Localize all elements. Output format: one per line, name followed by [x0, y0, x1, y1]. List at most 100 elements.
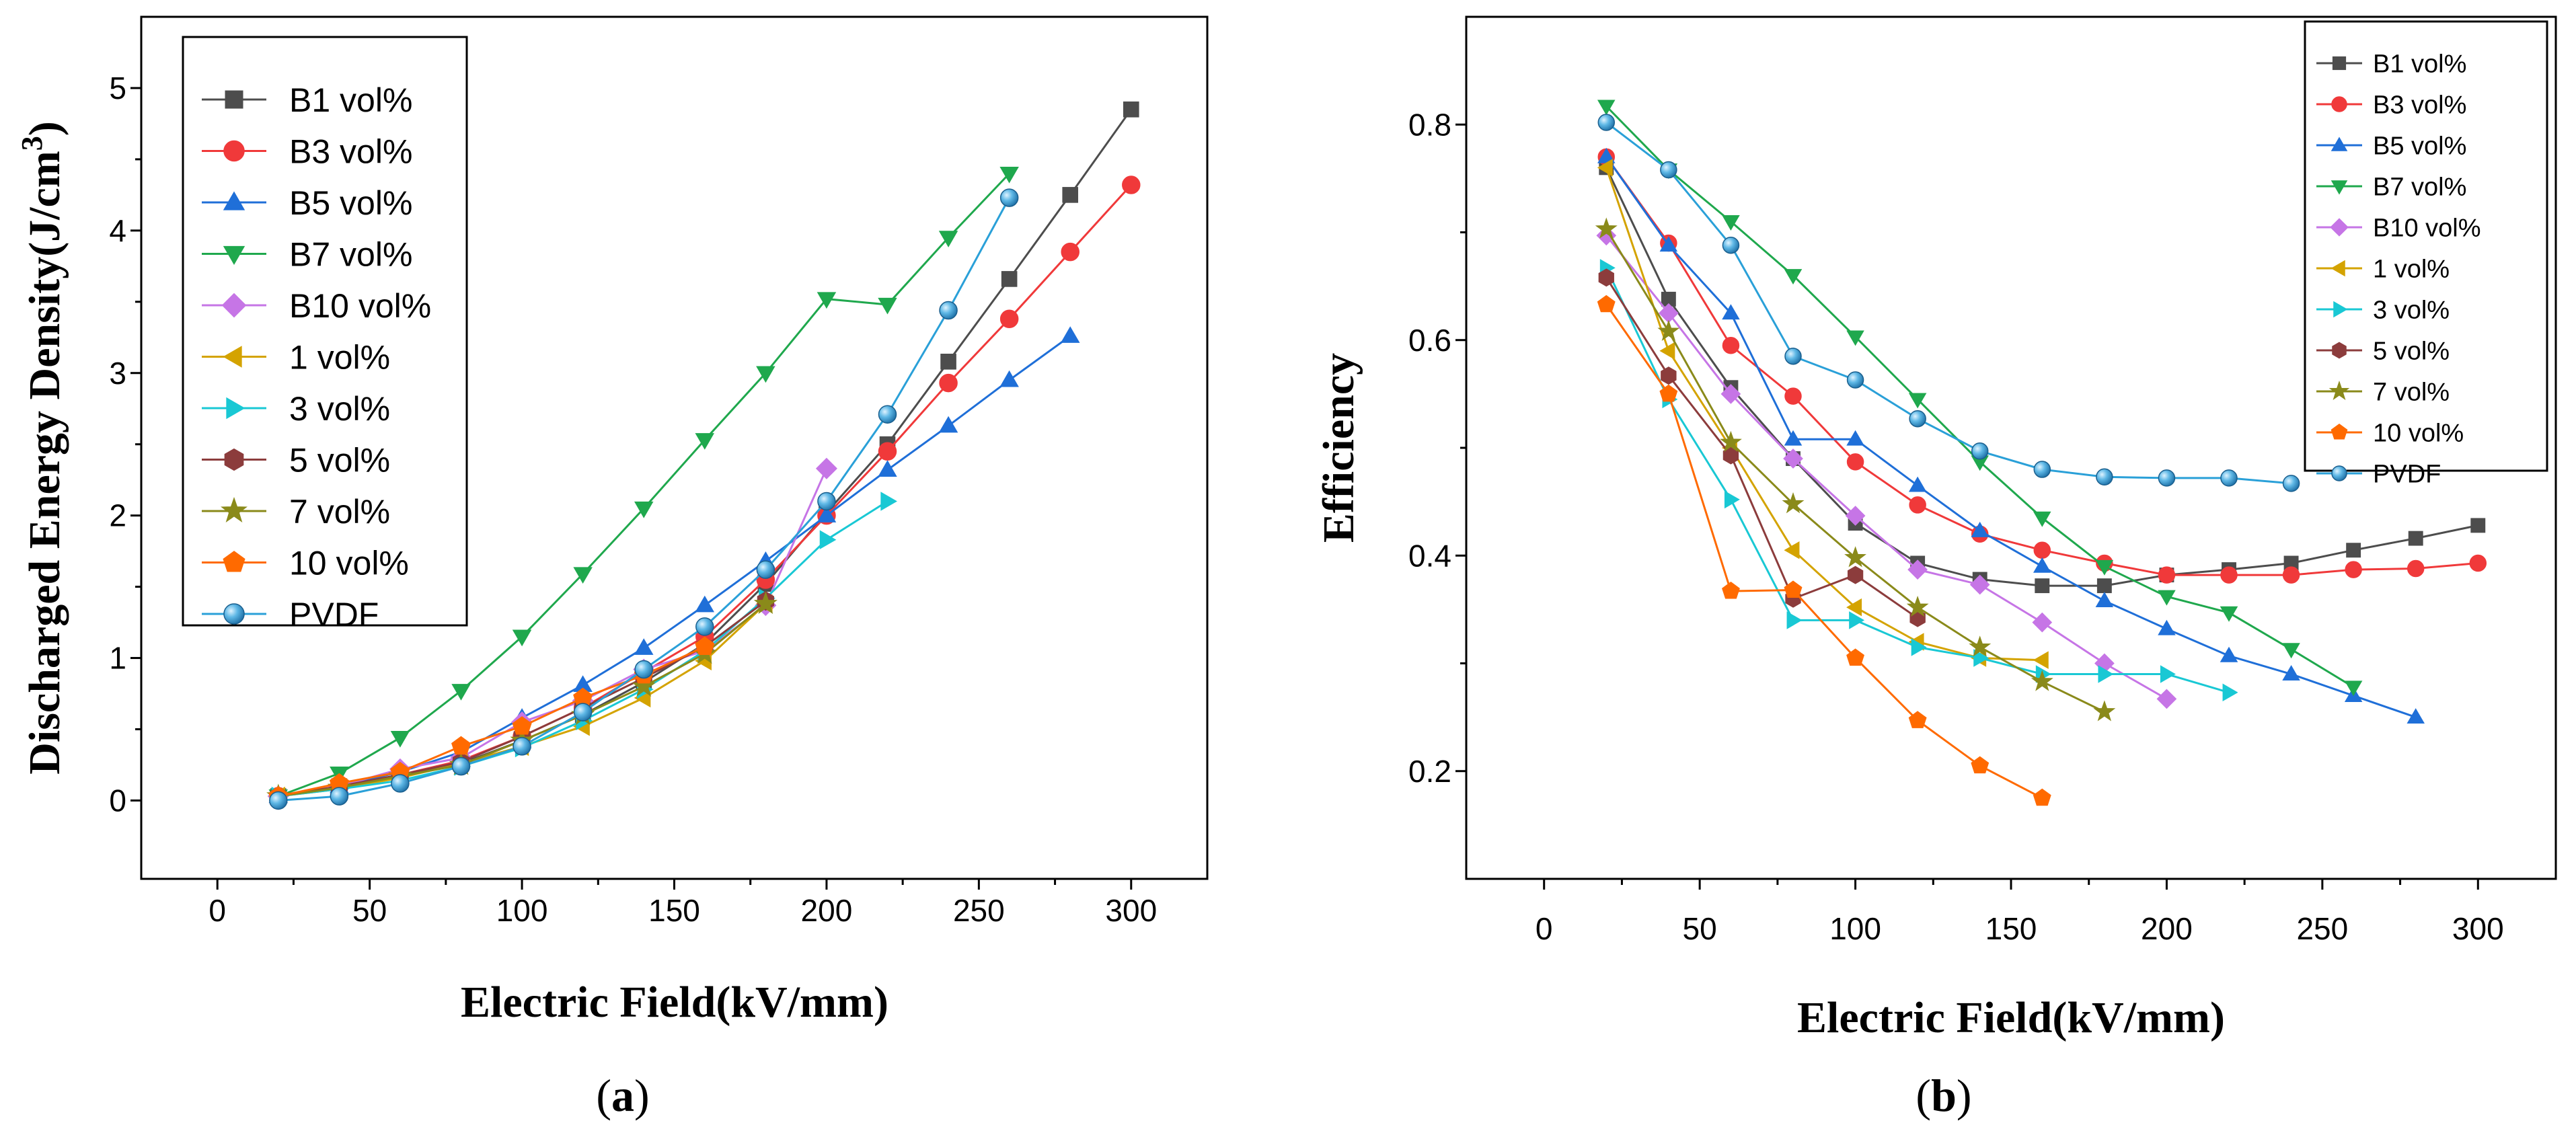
chart-a-legend-label: 3 vol%	[289, 390, 390, 428]
chart-b-series-line	[1605, 156, 2417, 719]
chart-a-point	[1062, 187, 1079, 203]
chart-b-point	[1597, 100, 1616, 116]
chart-a-ytick-label: 2	[109, 498, 126, 533]
chart-b-point	[2220, 566, 2238, 584]
chart-a-legend-item: 7 vol%	[202, 493, 390, 531]
chart-b-point	[2220, 606, 2238, 622]
chart-b-point	[1784, 269, 1803, 285]
chart-b-point	[1846, 330, 1864, 346]
chart-b-point	[1845, 506, 1866, 526]
chart-b-point	[2156, 689, 2177, 709]
panel-b-close: )	[1957, 1070, 1972, 1121]
chart-a-legend-item: 5 vol%	[202, 442, 390, 479]
chart-a-legend-marker	[221, 293, 247, 318]
chart-b-legend-marker	[2331, 137, 2348, 151]
chart-b-point	[1971, 756, 1990, 774]
chart-b-point	[1911, 638, 1927, 656]
chart-a-point	[1123, 101, 1139, 118]
chart-b-point	[2220, 469, 2238, 487]
chart-b-legend-marker	[2331, 260, 2345, 277]
chart-a-point	[815, 457, 837, 479]
chart-b-point	[2407, 708, 2425, 724]
chart-b-point	[2033, 461, 2051, 478]
chart-a-legend-marker	[223, 245, 245, 266]
chart-a-point	[451, 756, 471, 776]
chart-b-legend-label: B3 vol%	[2373, 91, 2466, 120]
chart-a-ylabel-text: Discharged Energy Density(J/cm	[20, 151, 69, 775]
chart-a-legend-marker	[223, 346, 242, 368]
chart-b-point	[1909, 496, 1926, 514]
chart-b-series-line	[1605, 304, 2043, 800]
chart-a-legend-item: B3 vol%	[202, 133, 412, 171]
chart-b-point	[2282, 643, 2300, 659]
chart-b-point	[1784, 348, 1802, 365]
chart-b-point	[1909, 410, 1926, 428]
chart-b-point	[1659, 384, 1678, 402]
chart-b-ylabel: Efficiency	[1314, 353, 1363, 543]
chart-b-point	[2158, 566, 2176, 584]
chart-a-point	[695, 636, 715, 655]
panel-a-letter: a	[611, 1070, 634, 1121]
chart-a-ytick-label: 5	[109, 71, 126, 106]
chart-b-legend-item: B3 vol%	[2316, 91, 2466, 120]
chart-b-legend-item: 10 vol%	[2316, 420, 2464, 448]
chart-b-xtick-label: 0	[1536, 911, 1553, 946]
chart-a-point	[573, 703, 593, 722]
chart-a-point	[819, 530, 837, 549]
chart-b-legend: B1 vol% B3 vol% B5 vol% B7 vol% B10 vol% 1 vo…	[2304, 20, 2548, 489]
chart-a-xlabel: Electric Field(kV/mm)	[461, 978, 888, 1027]
chart-b-point	[2096, 578, 2112, 594]
chart-a-legend-marker	[225, 90, 243, 109]
chart-b-point	[1598, 268, 1614, 287]
chart-a-legend-item: 10 vol%	[202, 545, 409, 582]
chart-b-point	[2345, 561, 2362, 578]
chart-a-point	[939, 301, 958, 320]
chart-b-legend-label: 1 vol%	[2373, 256, 2450, 284]
chart-a-ytick-label: 3	[109, 356, 126, 391]
chart-a-legend-label: B10 vol%	[289, 287, 431, 325]
chart-a-legend-label: B1 vol%	[289, 81, 412, 119]
chart-b-point	[2095, 592, 2114, 608]
chart-b-legend-label: 10 vol%	[2373, 420, 2464, 448]
chart-a-point	[1061, 326, 1080, 343]
chart-b-legend-label: PVDF	[2373, 461, 2441, 489]
chart-a-legend-label: 10 vol%	[289, 545, 409, 582]
chart-b-ytick-label: 0.6	[1408, 323, 1451, 358]
chart-a-point	[878, 460, 897, 477]
chart-a-point	[999, 166, 1019, 184]
chart-b-point	[1597, 114, 1616, 131]
chart-b-point	[2160, 665, 2176, 683]
chart-b-legend-item: B10 vol%	[2316, 215, 2481, 243]
chart-a-series	[266, 101, 1141, 810]
chart-b-legend-marker	[2331, 423, 2348, 440]
chart-b-point	[2282, 664, 2300, 680]
chart-a-legend-marker	[221, 497, 248, 523]
chart-b-legend-marker	[2331, 96, 2347, 112]
chart-b-point	[1971, 521, 1990, 537]
chart-b-point	[2469, 554, 2487, 572]
panel-b-open: (	[1916, 1070, 1931, 1121]
chart-a-xtick-label: 100	[496, 893, 548, 928]
chart-b-point	[2032, 612, 2053, 633]
panel-b-letter: b	[1931, 1070, 1957, 1121]
chart-a-xtick-label: 200	[801, 893, 853, 928]
chart-a-legend-box	[182, 36, 468, 627]
chart-b-point	[1720, 430, 1742, 452]
chart-a-ytick-label: 0	[109, 783, 126, 818]
chart-b-point	[1908, 711, 1927, 728]
chart-a-point	[880, 492, 897, 511]
chart-b-point	[1784, 430, 1803, 446]
chart-b-point	[1846, 598, 1862, 617]
chart-b-point	[2407, 559, 2425, 578]
chart-a-xtick-label: 50	[352, 893, 387, 928]
chart-a-ytick-label: 4	[109, 213, 126, 248]
chart-a-point	[695, 595, 714, 613]
chart-b-legend-marker	[2330, 218, 2349, 237]
chart-a-point	[632, 674, 656, 697]
chart-a-point	[695, 433, 714, 450]
chart-b-point	[2158, 469, 2176, 487]
chart-a-series-10	[269, 188, 1019, 810]
chart-a-xtick-label: 300	[1105, 893, 1157, 928]
chart-b-point	[1720, 384, 1741, 404]
